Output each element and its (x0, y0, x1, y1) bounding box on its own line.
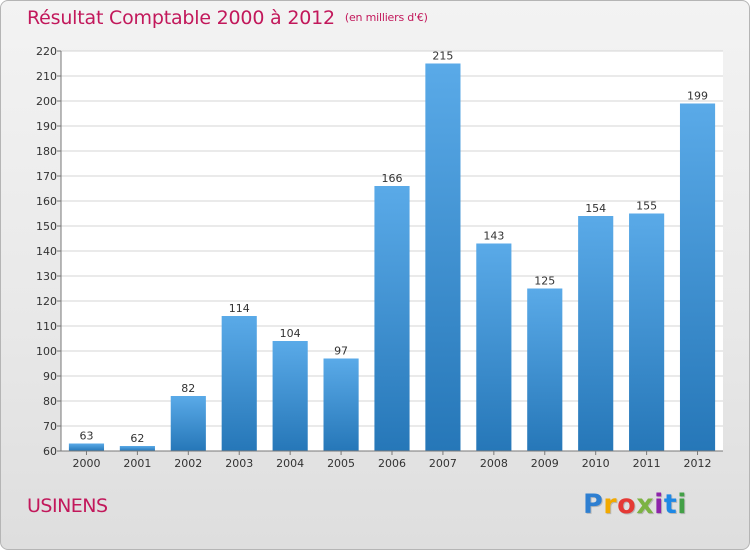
data-label: 82 (181, 382, 195, 395)
y-tick-label: 110 (36, 320, 57, 333)
chart-subtitle: (en milliers d'€) (344, 11, 428, 24)
bar (119, 446, 155, 451)
y-tick-label: 170 (36, 170, 57, 183)
chart-title-text: Résultat Comptable 2000 à 2012 (27, 7, 335, 29)
x-tick-label: 2012 (684, 457, 712, 470)
x-tick-label: 2004 (276, 457, 304, 470)
proxiti-logo: Proxiti (583, 489, 687, 520)
x-tick-label: 2001 (123, 457, 151, 470)
bar (578, 216, 614, 451)
data-label: 104 (280, 327, 301, 340)
x-tick-label: 2003 (225, 457, 253, 470)
x-tick-label: 2008 (480, 457, 508, 470)
data-label: 155 (636, 200, 657, 213)
bar (629, 213, 665, 451)
bar (221, 316, 257, 451)
bar (323, 358, 359, 451)
y-tick-label: 80 (43, 395, 57, 408)
data-label: 63 (79, 430, 93, 443)
bar (679, 103, 716, 451)
data-label: 166 (382, 172, 403, 185)
y-tick-label: 70 (43, 420, 57, 433)
x-tick-label: 2010 (582, 457, 610, 470)
y-tick-label: 100 (36, 345, 57, 358)
bar (527, 288, 563, 451)
y-tick-label: 140 (36, 245, 57, 258)
bar (476, 243, 512, 451)
data-label: 154 (585, 202, 606, 215)
bar (425, 63, 461, 451)
y-tick-label: 200 (36, 95, 57, 108)
data-label: 97 (334, 345, 348, 358)
y-tick-label: 220 (36, 45, 57, 58)
bar (374, 186, 410, 451)
y-tick-label: 120 (36, 295, 57, 308)
logo-letter: i (677, 489, 688, 520)
logo-letter: i (654, 489, 664, 520)
x-tick-label: 2005 (327, 457, 355, 470)
x-tick-label: 2002 (174, 457, 202, 470)
commune-name: USINENS (27, 495, 108, 517)
y-tick-label: 130 (36, 270, 57, 283)
chart-title: Résultat Comptable 2000 à 2012 (en millie… (27, 7, 428, 29)
data-labels: 63 62 82 114 104 97 166 215 143 125 154 155 199 (79, 50, 708, 446)
data-label: 199 (687, 90, 708, 103)
x-tick-label: 2000 (72, 457, 100, 470)
y-tick-label: 180 (36, 145, 57, 158)
logo-letter: r (603, 489, 618, 520)
logo-letter: x (636, 489, 655, 520)
y-tick-label: 60 (43, 445, 57, 458)
data-label: 62 (130, 432, 144, 445)
bar (272, 341, 308, 451)
data-label: 125 (534, 275, 555, 288)
x-tick-label: 2007 (429, 457, 457, 470)
bars (68, 63, 716, 451)
y-tick-label: 150 (36, 220, 57, 233)
logo-letter: o (617, 489, 637, 520)
x-tick-label: 2006 (378, 457, 406, 470)
data-label: 215 (432, 50, 453, 63)
y-tick-label: 210 (36, 70, 57, 83)
y-tick-label: 160 (36, 195, 57, 208)
bar (68, 443, 105, 451)
logo-letter: t (663, 489, 678, 520)
data-label: 143 (483, 230, 504, 243)
logo-letter: P (583, 489, 604, 520)
x-tick-label: 2009 (531, 457, 559, 470)
bar (170, 396, 206, 451)
y-tick-label: 190 (36, 120, 57, 133)
axes: 60 70 80 90 100 110 120 130 140 150 160 170 180 190 20… (36, 45, 723, 470)
data-label: 114 (229, 302, 250, 315)
y-tick-label: 90 (43, 370, 57, 383)
x-tick-label: 2011 (633, 457, 661, 470)
